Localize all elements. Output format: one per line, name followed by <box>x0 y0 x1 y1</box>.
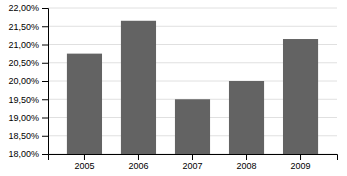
axis-line <box>42 9 49 155</box>
x-tick: 2006 <box>128 154 148 171</box>
grid-line <box>48 8 337 9</box>
y-tick: 18,00% <box>8 149 48 159</box>
tick-mark <box>42 63 48 64</box>
plot: 2005 2006 2007 2008 2009 18,00% 18,50% 19,00% 19… <box>8 3 337 176</box>
x-tick: 2007 <box>182 154 202 171</box>
y-tick: 22,00% <box>8 3 48 13</box>
tick-mark <box>300 154 301 160</box>
tick-label: 21,50% <box>8 22 39 32</box>
tick-mark <box>138 154 139 160</box>
tick-label: 18,00% <box>8 149 39 159</box>
tick-label: 19,00% <box>8 113 39 123</box>
x-tick: 2009 <box>291 154 311 171</box>
tick-label: 18,50% <box>8 131 39 141</box>
tick-mark <box>42 118 48 119</box>
bar <box>229 81 264 154</box>
tick-label: 20,00% <box>8 76 39 86</box>
y-tick: 19,50% <box>8 95 48 105</box>
tick-label: 2007 <box>182 161 202 171</box>
bar <box>175 99 210 154</box>
y-tick: 20,00% <box>8 76 48 86</box>
tick-label: 19,50% <box>8 95 39 105</box>
x-tick: 2008 <box>237 154 257 171</box>
tick-label: 21,00% <box>8 40 39 50</box>
tick-label: 2006 <box>128 161 148 171</box>
tick-mark <box>42 26 48 27</box>
tick-mark <box>42 45 48 46</box>
bars <box>67 21 318 154</box>
y-tick: 18,50% <box>8 131 48 141</box>
axis-line <box>49 155 338 161</box>
grid-line <box>48 26 337 27</box>
y-tick: 20,50% <box>8 58 48 68</box>
tick-label: 2005 <box>74 161 94 171</box>
tick-label: 22,00% <box>8 3 39 13</box>
tick-mark <box>192 154 193 160</box>
y-tick: 21,50% <box>8 22 48 32</box>
bar <box>283 39 318 154</box>
tick-label: 2009 <box>291 161 311 171</box>
y-axis: 18,00% 18,50% 19,00% 19,50% 20,00% 20,50% 21,0… <box>8 3 48 159</box>
chart: 2005 2006 2007 2008 2009 18,00% 18,50% 19,00% 19… <box>0 0 347 176</box>
tick-mark <box>84 154 85 160</box>
tick-mark <box>42 99 48 100</box>
bar <box>67 54 102 154</box>
tick-mark <box>246 154 247 160</box>
y-tick: 19,00% <box>8 113 48 123</box>
tick-label: 20,50% <box>8 58 39 68</box>
tick-mark <box>42 8 48 9</box>
tick-mark <box>42 136 48 137</box>
bar <box>121 21 156 154</box>
x-axis: 2005 2006 2007 2008 2009 <box>49 154 338 171</box>
y-tick: 21,00% <box>8 40 48 50</box>
tick-mark <box>42 154 48 155</box>
tick-label: 2008 <box>237 161 257 171</box>
tick-mark <box>42 81 48 82</box>
x-tick: 2005 <box>74 154 94 171</box>
